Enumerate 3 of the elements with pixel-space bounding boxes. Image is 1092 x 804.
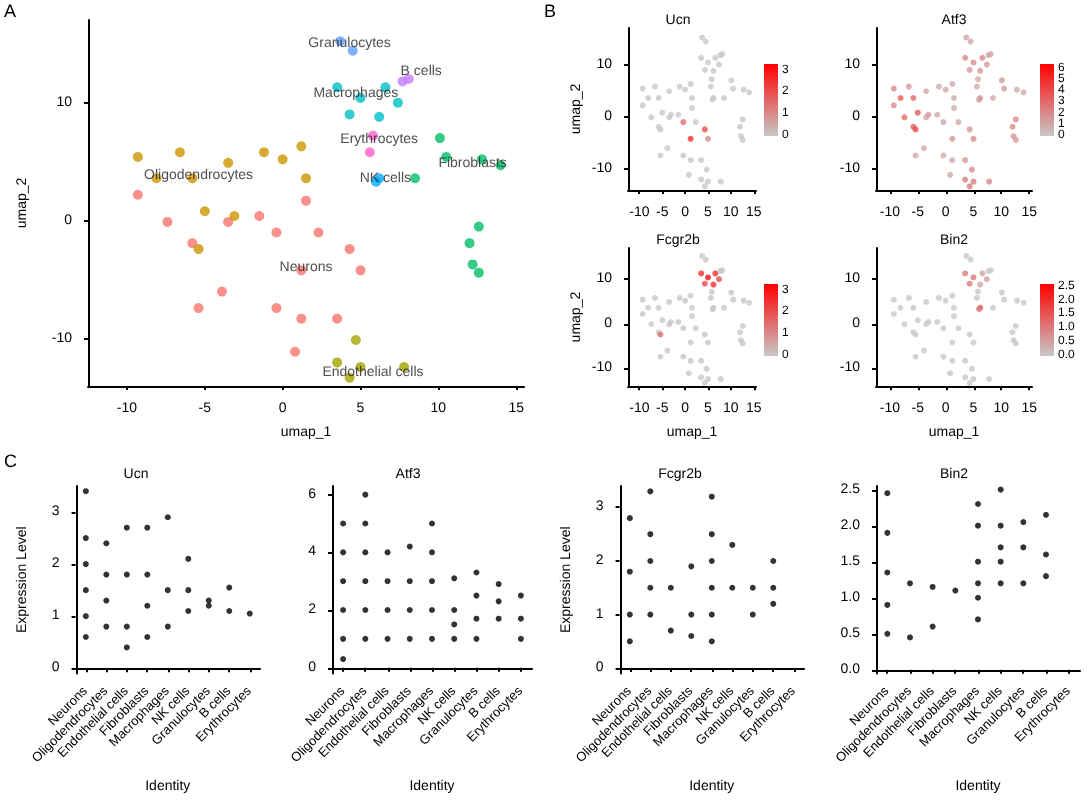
text: C: [4, 451, 18, 471]
text: B: [544, 1, 557, 21]
text: A: [4, 1, 17, 21]
